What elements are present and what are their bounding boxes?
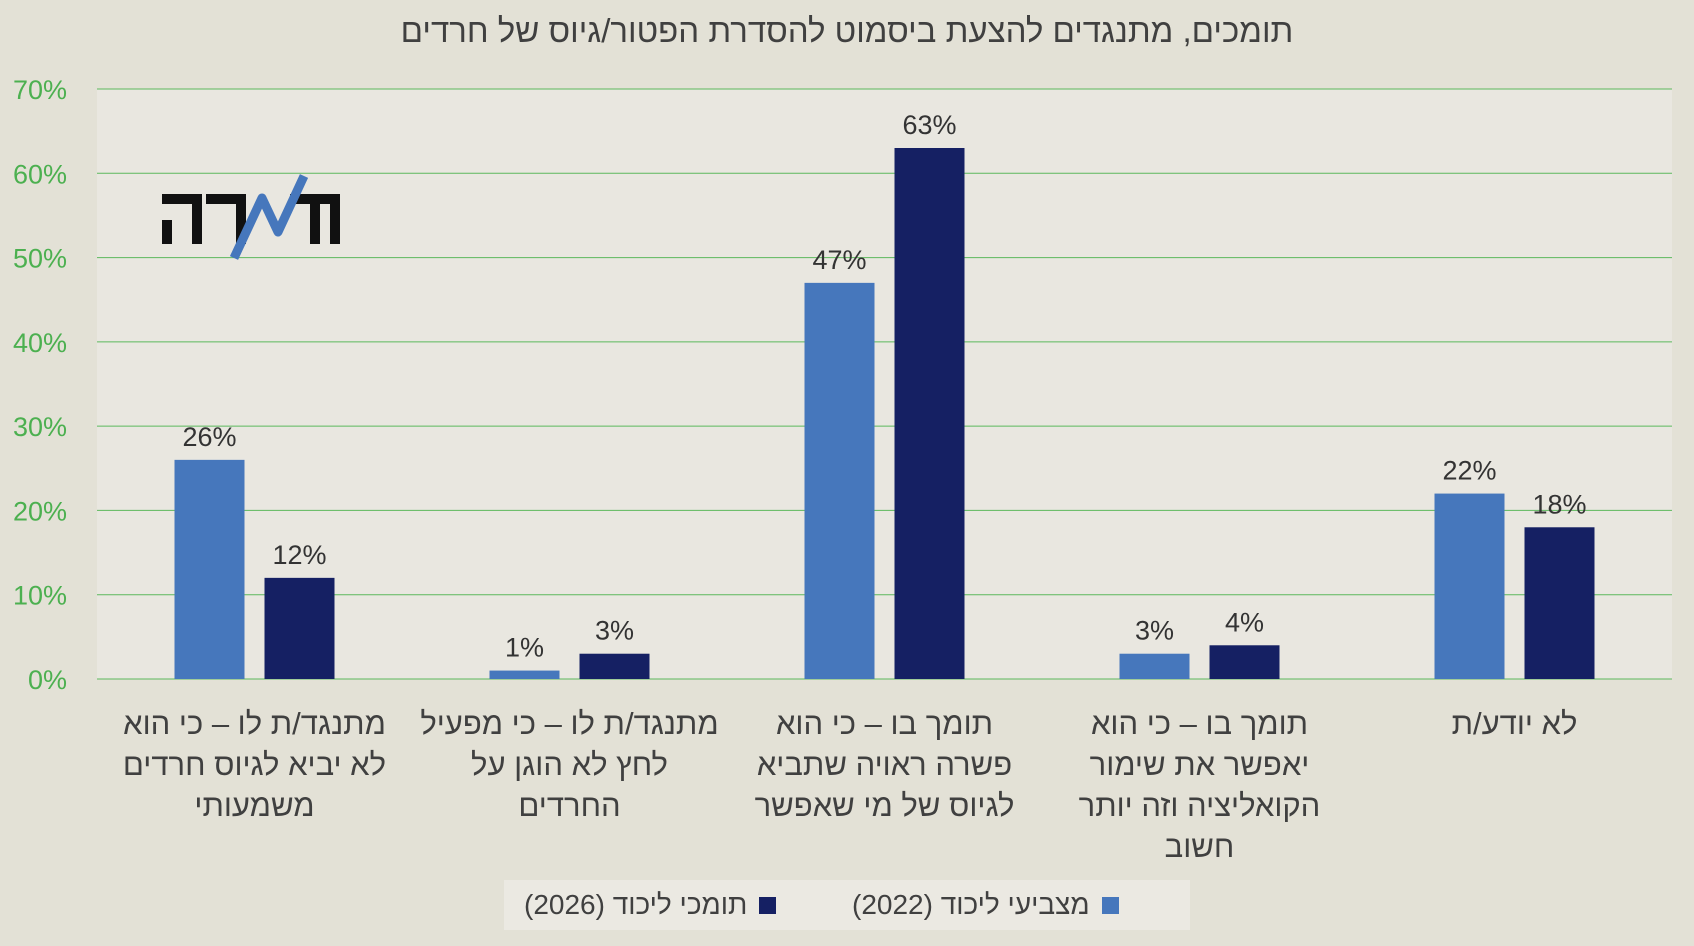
x-category-label-line: לגיוס של מי שאפשר [754,788,1015,823]
x-category-label-line: תומך בו – כי הוא [1090,706,1309,741]
data-label: 18% [1532,489,1586,519]
y-tick-label: 30% [13,412,67,442]
chart-title: תומכים, מתנגדים להצעת ביסמוט להסדרת הפטו… [400,12,1294,49]
data-label: 1% [505,633,544,663]
x-category-label-line: לא יביא לגיוס חרדים [122,747,387,782]
x-category-label: תומך בו – כי הוא פשרה ראויה שתביא לגיוס של… [735,703,1035,826]
bar [894,148,965,679]
data-label: 3% [595,616,634,646]
bar [579,653,650,679]
legend-swatch-series-2 [759,896,777,914]
bar [489,670,560,679]
data-label: 47% [812,245,866,275]
legend-item-series-1: מצביעי ליכוד (2022) [852,880,1119,930]
data-label: 63% [902,110,956,140]
x-category-label-line: תומך בו – כי הוא [775,706,994,741]
data-label: 26% [182,422,236,452]
x-category-label-line: הקואליציה וזה יותר [1078,788,1321,823]
data-label: 22% [1442,456,1496,486]
x-category-label-line: פשרה ראויה שתביא [756,747,1013,782]
x-category-label-line: מתנגד/ת לו – כי הוא [123,706,386,741]
y-tick-label: 0% [28,665,67,695]
x-category-label-line: החרדים [518,788,621,823]
legend: תומכי ליכוד (2026) מצביעי ליכוד (2022) [504,880,1190,930]
bar [1434,493,1505,679]
x-category-label-line: לא יודע/ת [1451,706,1578,741]
bar [1524,527,1595,679]
y-tick-label: 40% [13,328,67,358]
x-category-label-line: חשוב [1164,829,1235,864]
x-category-label: תומך בו – כי הוא יאפשר את שימור הקואליציה … [1050,703,1350,867]
bar [1119,653,1190,679]
y-tick-label: 20% [13,496,67,526]
x-category-label-line: לחץ לא הוגן על [471,747,668,782]
logo [162,172,352,262]
x-category-label-line: משמעותי [194,788,315,823]
x-category-label-line: יאפשר את שימור [1089,747,1310,782]
y-tick-label: 60% [13,159,67,189]
x-category-label: מתנגד/ת לו – כי מפעיל לחץ לא הוגן על החרדי… [420,703,720,826]
x-category-label-line: מתנגד/ת לו – כי מפעיל [420,706,719,741]
x-category-label: מתנגד/ת לו – כי הוא לא יביא לגיוס חרדים מש… [105,703,405,826]
legend-item-series-2: תומכי ליכוד (2026) [524,880,777,930]
y-tick-label: 70% [13,75,67,105]
x-category-label: לא יודע/ת [1365,703,1665,744]
legend-swatch-series-1 [1101,896,1119,914]
data-label: 12% [272,540,326,570]
plot-background [97,89,1672,679]
y-tick-label: 10% [13,581,67,611]
legend-label-series-2: תומכי ליכוד (2026) [524,889,748,920]
data-label: 4% [1225,607,1264,637]
y-tick-label: 50% [13,244,67,274]
legend-label-series-1: מצביעי ליכוד (2022) [852,889,1090,920]
bar [1209,645,1280,679]
bar [264,577,335,679]
bar [174,459,245,679]
bar [804,282,875,679]
data-label: 3% [1135,616,1174,646]
